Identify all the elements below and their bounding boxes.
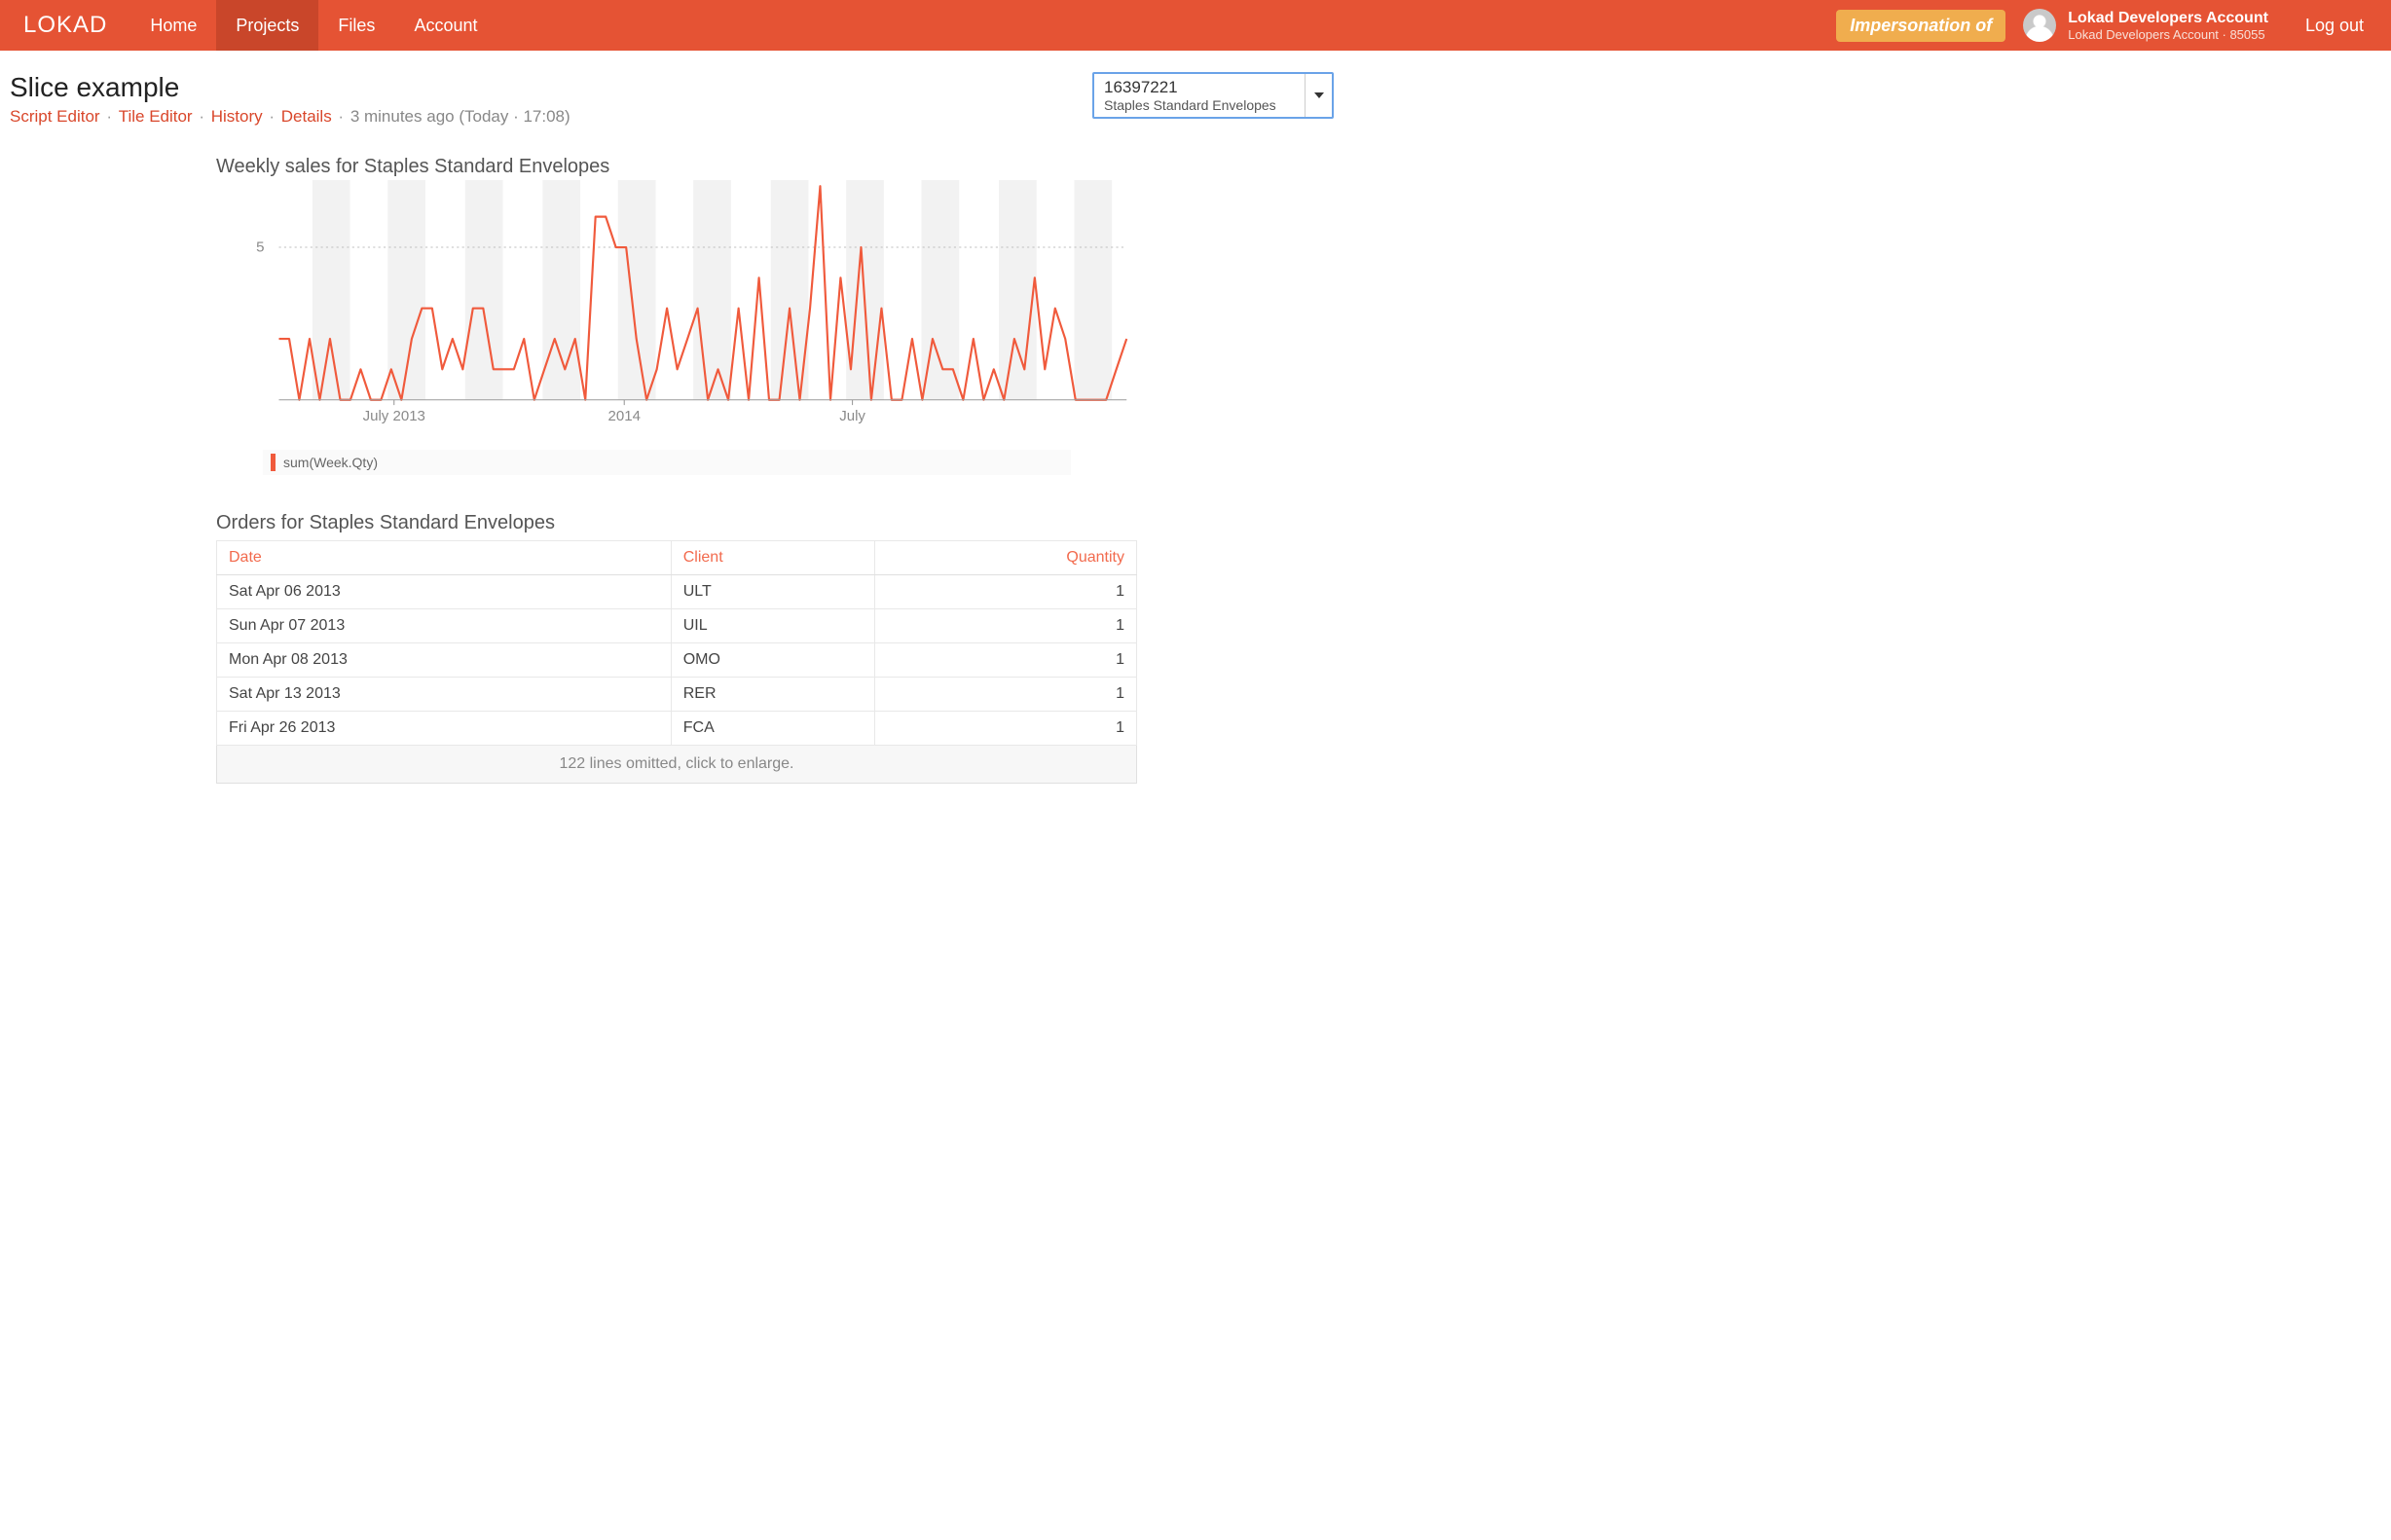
primary-nav: HomeProjectsFilesAccount — [130, 0, 497, 51]
chart-legend: sum(Week.Qty) — [263, 450, 1071, 475]
svg-text:July: July — [839, 408, 865, 424]
table-cell: ULT — [671, 574, 874, 608]
svg-text:5: 5 — [256, 238, 264, 255]
table-cell: Sun Apr 07 2013 — [217, 608, 672, 642]
orders-table: DateClientQuantitySat Apr 06 2013ULT1Sun… — [216, 540, 1137, 746]
table-cell: Sat Apr 06 2013 — [217, 574, 672, 608]
subnav-timestamp: 3 minutes ago (Today · 17:08) — [350, 107, 570, 126]
table-row[interactable]: Sat Apr 06 2013ULT1 — [217, 574, 1137, 608]
slice-selector-id: 16397221 — [1104, 78, 1295, 97]
top-navbar: LOKAD HomeProjectsFilesAccount Impersona… — [0, 0, 2391, 51]
logout-link[interactable]: Log out — [2288, 0, 2381, 51]
user-account-detail: Lokad Developers Account · 85055 — [2068, 27, 2268, 43]
avatar-icon — [2023, 9, 2056, 42]
page-title: Slice example — [10, 72, 1073, 103]
user-menu[interactable]: Lokad Developers Account Lokad Developer… — [2023, 0, 2268, 51]
legend-swatch — [271, 454, 276, 471]
table-header-date[interactable]: Date — [217, 540, 672, 574]
table-header-client[interactable]: Client — [671, 540, 874, 574]
legend-label: sum(Week.Qty) — [283, 455, 378, 470]
table-header-quantity[interactable]: Quantity — [875, 540, 1137, 574]
table-cell: Mon Apr 08 2013 — [217, 642, 672, 677]
subnav-link-script-editor[interactable]: Script Editor — [10, 107, 100, 126]
svg-text:2014: 2014 — [608, 408, 641, 424]
table-row[interactable]: Mon Apr 08 2013OMO1 — [217, 642, 1137, 677]
nav-item-files[interactable]: Files — [318, 0, 394, 51]
table-cell: 1 — [875, 642, 1137, 677]
table-cell: RER — [671, 677, 874, 711]
table-title: Orders for Staples Standard Envelopes — [216, 512, 1137, 534]
table-cell: Fri Apr 26 2013 — [217, 711, 672, 745]
page-subnav: Script Editor · Tile Editor · History · … — [10, 107, 1073, 127]
table-cell: 1 — [875, 574, 1137, 608]
table-cell: FCA — [671, 711, 874, 745]
table-cell: 1 — [875, 711, 1137, 745]
table-cell: UIL — [671, 608, 874, 642]
slice-selector-label: Staples Standard Envelopes — [1104, 97, 1295, 113]
table-cell: Sat Apr 13 2013 — [217, 677, 672, 711]
table-row[interactable]: Sat Apr 13 2013RER1 — [217, 677, 1137, 711]
brand-logo[interactable]: LOKAD — [0, 0, 130, 51]
chevron-down-icon[interactable] — [1305, 74, 1332, 117]
nav-item-home[interactable]: Home — [130, 0, 216, 51]
sales-line-chart: 5 July 2013 2014 July sum(Week.Qty) — [216, 180, 1137, 475]
subnav-link-history[interactable]: History — [211, 107, 263, 126]
table-cell: OMO — [671, 642, 874, 677]
table-show-more[interactable]: 122 lines omitted, click to enlarge. — [216, 746, 1137, 784]
slice-selector-dropdown[interactable]: 16397221 Staples Standard Envelopes — [1092, 72, 1334, 119]
table-cell: 1 — [875, 608, 1137, 642]
nav-item-account[interactable]: Account — [394, 0, 497, 51]
svg-text:July 2013: July 2013 — [363, 408, 425, 424]
user-name: Lokad Developers Account — [2068, 9, 2268, 27]
subnav-link-tile-editor[interactable]: Tile Editor — [119, 107, 193, 126]
impersonation-badge[interactable]: Impersonation of — [1836, 10, 2005, 42]
nav-item-projects[interactable]: Projects — [216, 0, 318, 51]
table-cell: 1 — [875, 677, 1137, 711]
chart-title: Weekly sales for Staples Standard Envelo… — [216, 156, 1137, 178]
table-row[interactable]: Fri Apr 26 2013FCA1 — [217, 711, 1137, 745]
table-row[interactable]: Sun Apr 07 2013UIL1 — [217, 608, 1137, 642]
subnav-link-details[interactable]: Details — [281, 107, 332, 126]
